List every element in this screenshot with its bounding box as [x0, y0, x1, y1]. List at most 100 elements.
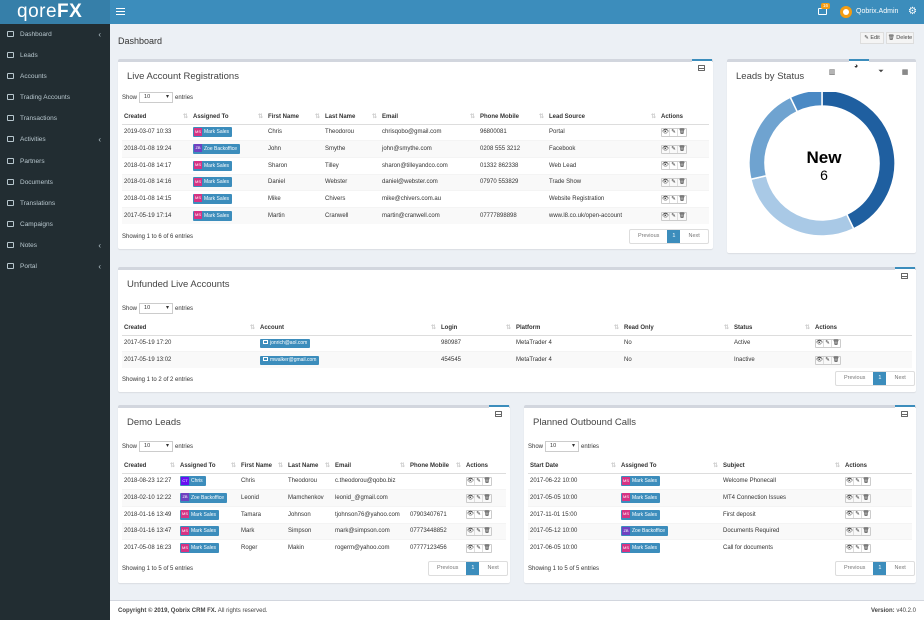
- entries-select[interactable]: 10: [545, 441, 580, 452]
- column-header[interactable]: Status ⇅: [732, 321, 813, 336]
- pagination-next[interactable]: Next: [688, 233, 700, 239]
- pagination-page[interactable]: 1: [667, 230, 681, 243]
- pie-chart-tab[interactable]: ◕: [849, 59, 869, 74]
- pagination-page[interactable]: 1: [466, 562, 480, 575]
- entries-select[interactable]: 10: [139, 303, 174, 314]
- pagination-next[interactable]: Next: [487, 565, 499, 571]
- sidebar-item-translations[interactable]: Translations: [0, 193, 110, 214]
- edit-pencil-icon[interactable]: ✎: [670, 178, 678, 186]
- sidebar-item-accounts[interactable]: Accounts: [0, 66, 110, 87]
- assigned-user-badge[interactable]: MS Mark Sales: [180, 543, 220, 554]
- column-header[interactable]: First Name ⇅: [266, 110, 323, 125]
- column-header[interactable]: Assigned To ⇅: [619, 459, 721, 474]
- edit-pencil-icon[interactable]: ✎: [670, 195, 678, 203]
- view-eye-icon[interactable]: 👁: [662, 162, 670, 170]
- sidebar-item-transactions[interactable]: Transactions: [0, 108, 110, 129]
- delete-trash-icon[interactable]: 🗑: [483, 494, 491, 501]
- assigned-user-badge[interactable]: CT Chris: [180, 476, 206, 487]
- sidebar-item-campaigns[interactable]: Campaigns: [0, 214, 110, 235]
- sidebar-item-dashboard[interactable]: Dashboard ‹: [0, 24, 110, 45]
- view-eye-icon[interactable]: 👁: [662, 178, 670, 186]
- edit-pencil-icon[interactable]: ✎: [475, 527, 483, 535]
- delete-trash-icon[interactable]: 🗑: [832, 339, 840, 346]
- view-eye-icon[interactable]: 👁: [467, 511, 475, 519]
- delete-trash-icon[interactable]: 🗑: [678, 145, 686, 152]
- delete-trash-icon[interactable]: 🗑: [862, 494, 870, 501]
- column-header[interactable]: Created ⇅: [122, 321, 258, 336]
- view-eye-icon[interactable]: 👁: [816, 339, 824, 347]
- view-eye-icon[interactable]: 👁: [662, 212, 670, 220]
- entries-select[interactable]: 10: [139, 441, 174, 452]
- column-header[interactable]: Phone Mobile ⇅: [478, 110, 547, 125]
- gears-icon[interactable]: ⚙: [908, 6, 917, 17]
- sidebar-item-documents[interactable]: Documents: [0, 172, 110, 193]
- view-eye-icon[interactable]: 👁: [467, 527, 475, 535]
- assigned-user-badge[interactable]: MS Mark Sales: [193, 160, 233, 171]
- view-eye-icon[interactable]: 👁: [467, 494, 475, 502]
- assigned-user-badge[interactable]: MS Mark Sales: [621, 509, 661, 520]
- user-avatar[interactable]: [840, 6, 852, 18]
- column-header[interactable]: Subject ⇅: [721, 459, 843, 474]
- sidebar-item-trading-accounts[interactable]: Trading Accounts: [0, 87, 110, 108]
- sidebar-item-activities[interactable]: Activities ‹: [0, 129, 110, 150]
- edit-pencil-icon[interactable]: ✎: [854, 511, 862, 519]
- table-view-tab[interactable]: [692, 59, 712, 74]
- view-eye-icon[interactable]: 👁: [846, 511, 854, 519]
- delete-trash-icon[interactable]: 🗑: [678, 128, 686, 135]
- delete-trash-icon[interactable]: 🗑: [862, 511, 870, 518]
- column-header[interactable]: Email ⇅: [333, 459, 408, 474]
- assigned-user-badge[interactable]: MS Mark Sales: [621, 476, 661, 487]
- edit-pencil-icon[interactable]: ✎: [854, 544, 862, 552]
- column-header[interactable]: Last Name ⇅: [323, 110, 380, 125]
- pagination-previous[interactable]: Previous: [437, 565, 459, 571]
- table-icon[interactable]: ▦: [901, 69, 909, 76]
- sidebar-toggle-icon[interactable]: [116, 6, 125, 16]
- edit-pencil-icon[interactable]: ✎: [854, 527, 862, 535]
- column-header[interactable]: Last Name ⇅: [286, 459, 333, 474]
- column-header[interactable]: Actions: [843, 459, 912, 474]
- column-header[interactable]: Platform ⇅: [514, 321, 622, 336]
- column-header[interactable]: Phone Mobile ⇅: [408, 459, 464, 474]
- delete-trash-icon[interactable]: 🗑: [483, 527, 491, 534]
- sidebar-item-leads[interactable]: Leads: [0, 45, 110, 66]
- sidebar-item-notes[interactable]: Notes ‹: [0, 235, 110, 256]
- column-header[interactable]: Login ⇅: [439, 321, 514, 336]
- pagination-next[interactable]: Next: [894, 565, 906, 571]
- edit-pencil-icon[interactable]: ✎: [475, 544, 483, 552]
- edit-pencil-icon[interactable]: ✎: [670, 128, 678, 136]
- delete-trash-icon[interactable]: 🗑: [678, 212, 686, 219]
- sidebar-item-partners[interactable]: Partners: [0, 151, 110, 172]
- view-eye-icon[interactable]: 👁: [467, 477, 475, 485]
- column-header[interactable]: Created ⇅: [122, 459, 178, 474]
- user-name[interactable]: Qobrix.Admin: [856, 8, 899, 15]
- view-eye-icon[interactable]: 👁: [846, 544, 854, 552]
- view-eye-icon[interactable]: 👁: [662, 195, 670, 203]
- assigned-user-badge[interactable]: MS Mark Sales: [180, 526, 220, 537]
- edit-pencil-icon[interactable]: ✎: [854, 477, 862, 485]
- delete-trash-icon[interactable]: 🗑: [483, 477, 491, 484]
- edit-pencil-icon[interactable]: ✎: [824, 356, 832, 364]
- delete-button[interactable]: 🗑 Delete: [886, 32, 914, 44]
- column-header[interactable]: Read Only ⇅: [622, 321, 732, 336]
- edit-pencil-icon[interactable]: ✎: [670, 162, 678, 170]
- assigned-user-badge[interactable]: ZB Zoe Backoffice: [180, 493, 227, 504]
- delete-trash-icon[interactable]: 🗑: [678, 162, 686, 169]
- pagination-previous[interactable]: Previous: [638, 233, 660, 239]
- table-view-tab[interactable]: [895, 405, 915, 420]
- column-header[interactable]: Start Date ⇅: [528, 459, 619, 474]
- pagination-previous[interactable]: Previous: [844, 375, 866, 381]
- edit-pencil-icon[interactable]: ✎: [475, 477, 483, 485]
- assigned-user-badge[interactable]: MS Mark Sales: [180, 509, 220, 520]
- column-header[interactable]: First Name ⇅: [239, 459, 286, 474]
- column-header[interactable]: Created ⇅: [122, 110, 191, 125]
- pagination-previous[interactable]: Previous: [844, 565, 866, 571]
- edit-button[interactable]: ✎ Edit: [860, 32, 884, 44]
- view-eye-icon[interactable]: 👁: [816, 356, 824, 364]
- assigned-user-badge[interactable]: MS Mark Sales: [621, 493, 661, 504]
- column-header[interactable]: Assigned To ⇅: [178, 459, 239, 474]
- column-header[interactable]: Actions: [464, 459, 506, 474]
- edit-pencil-icon[interactable]: ✎: [475, 494, 483, 502]
- sidebar-item-portal[interactable]: Portal ‹: [0, 256, 110, 277]
- column-header[interactable]: Assigned To ⇅: [191, 110, 266, 125]
- account-email-badge[interactable]: jonrich@aol.com: [260, 338, 311, 348]
